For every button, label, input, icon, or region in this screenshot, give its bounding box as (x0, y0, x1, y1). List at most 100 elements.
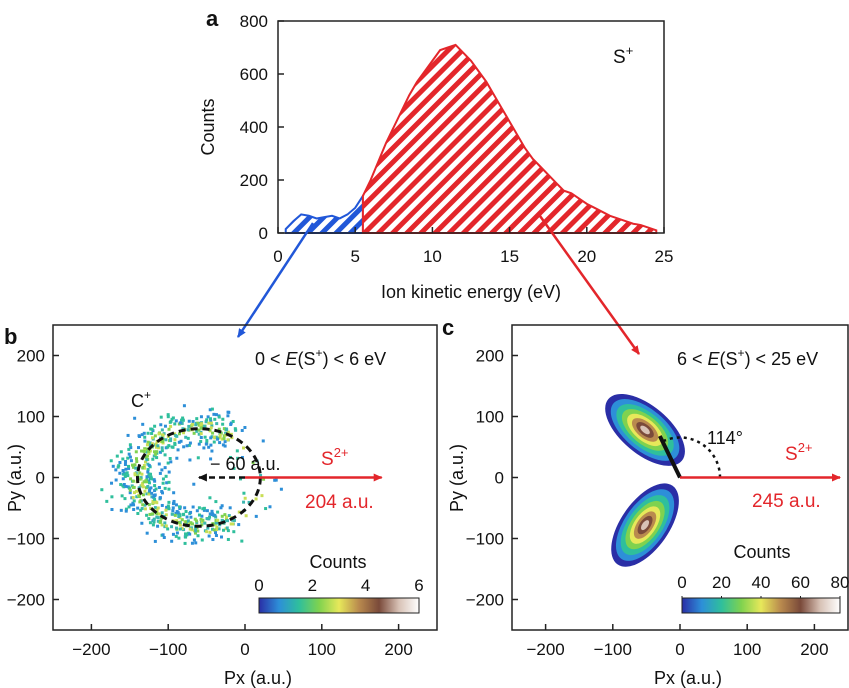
panel-b-scatter-point (136, 474, 140, 478)
panel-b-scatter-point (177, 432, 181, 436)
panel-b-xtick-label: −100 (149, 640, 187, 659)
panel-b-scatter-point (181, 512, 185, 516)
panel-b-scatter-point (173, 432, 177, 436)
panel-b-momentum-label: − 60 a.u. (210, 454, 281, 474)
panel-b-scatter-point (224, 431, 228, 435)
panel-b-scatter-point (153, 450, 157, 454)
panel-b-scatter-point (201, 507, 205, 511)
panel-b-scatter-point (150, 427, 154, 431)
panel-b-scatter-point (231, 522, 235, 526)
panel-b-scatter-point (207, 517, 211, 521)
panel-b-scatter-point (220, 535, 224, 539)
panel-b-scatter-point (160, 446, 164, 450)
panel-c-angle-label: 114° (707, 428, 743, 448)
panel-b-scatter-point (160, 511, 164, 515)
panel-b-scatter-point (221, 417, 225, 421)
panel-b-scatter-point (212, 513, 216, 517)
panel-b-scatter-point (165, 481, 169, 485)
panel-b-scatter-point (217, 527, 221, 531)
panel-b-scatter-point (206, 526, 210, 530)
panel-b-scatter-point (195, 417, 199, 421)
panel-b-scatter-point (187, 419, 191, 423)
panel-b-scatter-point (232, 466, 236, 470)
panel-b-scatter-point (231, 419, 235, 423)
panel-b-scatter-point (205, 530, 209, 534)
panel-b-scatter-point (242, 446, 246, 450)
panel-b-scatter-point (148, 443, 152, 447)
panel-b-scatter-point (204, 420, 208, 424)
panel-b-scatter-point (218, 441, 222, 445)
panel-b-scatter-point (211, 527, 215, 531)
panel-b-scatter-point (262, 477, 266, 481)
panel-b-scatter-point (118, 460, 122, 464)
panel-b-scatter-point (209, 419, 213, 423)
panel-b-scatter-point (123, 475, 127, 479)
panel-b-scatter-point (185, 444, 189, 448)
panel-b-scatter-point (105, 499, 109, 503)
panel-b-scatter-point (209, 443, 213, 447)
panel-b-scatter-point (268, 505, 272, 509)
panel-b-scatter-point (158, 496, 162, 500)
panel-b-scatter-point (208, 417, 212, 421)
panel-b-scatter-point (171, 509, 175, 513)
panel-c-xtick-label: −200 (526, 640, 564, 659)
panel-b-scatter-point (214, 534, 218, 538)
panel-b-scatter-point (147, 452, 151, 456)
panel-b-scatter-point (124, 467, 128, 471)
panel-b-scatter-point (127, 452, 131, 456)
panel-b-scatter-point (226, 537, 230, 541)
panel-b-scatter-point (221, 443, 225, 447)
panel-b-xtick-label: −200 (72, 640, 110, 659)
panel-b-scatter-point (143, 435, 147, 439)
panel-b-scatter-point (215, 422, 219, 426)
panel-b-scatter-point (154, 452, 158, 456)
panel-b-scatter-point (177, 440, 181, 444)
panel-b-scatter-point (189, 521, 193, 525)
panel-b-scatter-point (148, 512, 152, 516)
panel-b-scatter-point (151, 457, 155, 461)
panel-b-scatter-point (196, 534, 200, 538)
connector-arrow-low (236, 222, 315, 338)
panel-b-scatter-point (145, 513, 149, 517)
panel-b-scatter-point (157, 432, 161, 436)
panel-b-scatter-point (157, 512, 161, 516)
panel-a: a 0 5 10 15 20 25 0 200 400 600 800 Ion kinetic e… (198, 6, 673, 302)
panel-b-scatter-point (210, 509, 214, 513)
panel-b-scatter-point (240, 428, 244, 432)
panel-b-scatter-point (193, 531, 197, 535)
panel-b-scatter-point (145, 458, 149, 462)
panel-b-scatter-point (153, 434, 157, 438)
panel-b-scatter-point (212, 412, 216, 416)
panel-c-yticks: −200 −100 0 100 200 (466, 347, 518, 610)
panel-b-scatter-point (224, 515, 228, 519)
panel-b-scatter-point (222, 437, 226, 441)
panel-b-scatter-point (163, 486, 167, 490)
panel-b-scatter-point (146, 470, 150, 474)
panel-b-scatter-point (220, 504, 224, 508)
panel-b-scatter-point (169, 424, 173, 428)
panel-b-scatter-point (150, 436, 154, 440)
panel-b-xtick-label: 100 (308, 640, 336, 659)
panel-b-ytick-label: 0 (36, 469, 45, 488)
panel-b-scatter-point (188, 458, 192, 462)
panel-b-scatter-point (209, 457, 213, 461)
panel-b-scatter-point (208, 512, 212, 516)
panel-b-scatter-point (147, 517, 151, 521)
panel-b-scatter-point (123, 472, 127, 476)
panel-b-scatter-point (210, 513, 214, 517)
panel-b-scatter-point (145, 492, 149, 496)
panel-b-scatter-point (161, 481, 165, 485)
panel-b-scatter-point (184, 435, 188, 439)
panel-b-scatter-point (110, 507, 114, 511)
panel-b-scatter-point (153, 479, 157, 483)
panel-b-scatter-point (147, 474, 151, 478)
panel-b-scatter-point (169, 439, 173, 443)
panel-b-scatter-point (156, 506, 160, 510)
panel-b-scatter-point (125, 471, 129, 475)
panel-b-scatter-point (129, 459, 133, 463)
panel-b-scatter-point (160, 523, 164, 527)
panel-b-scatter-point (133, 472, 137, 476)
histogram-low-energy-area (284, 192, 364, 234)
panel-b-scatter-point (170, 512, 174, 516)
